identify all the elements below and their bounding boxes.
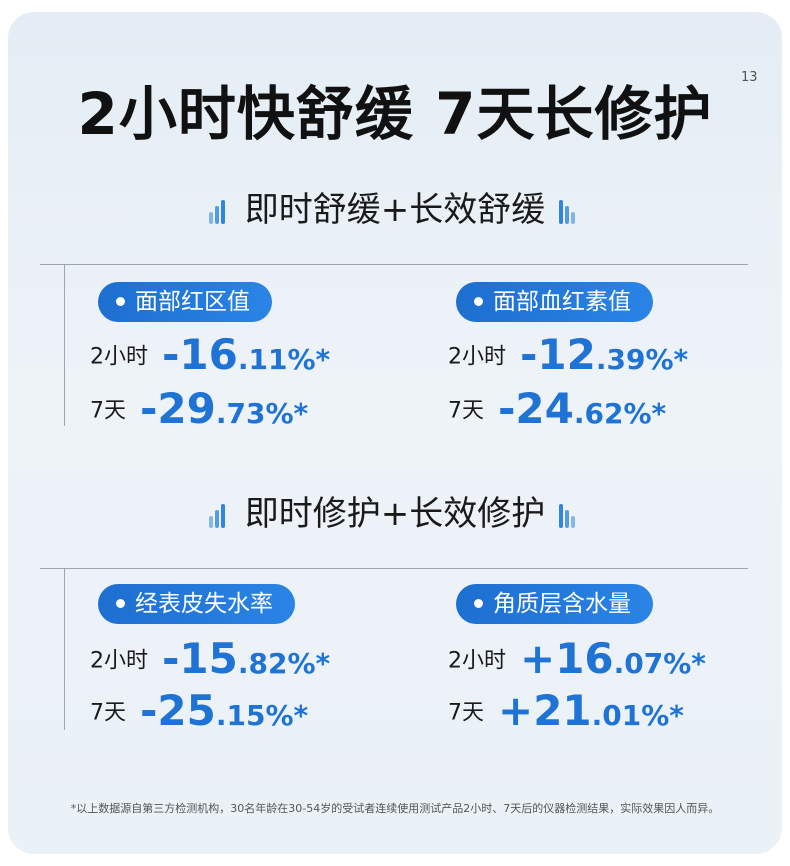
dot-icon xyxy=(474,598,483,608)
divider-vertical-line xyxy=(64,264,65,426)
section-heading-text: 即时修护+长效修护 xyxy=(244,494,546,534)
stat-red-area-2h: 2小时 -16.11%* xyxy=(90,330,331,379)
background-card xyxy=(8,12,782,854)
dot-icon xyxy=(116,296,125,306)
bars-icon xyxy=(559,199,581,224)
page-title: 2小时快舒缓 7天长修护 xyxy=(77,80,713,148)
section-heading-soothe: 即时舒缓+长效舒缓 xyxy=(0,188,790,232)
section-heading-text: 即时舒缓+长效舒缓 xyxy=(244,190,546,230)
stat-tewl-7d: 7天 -25.15%* xyxy=(90,686,309,735)
stat-hydration-7d: 7天 +21.01%* xyxy=(448,686,684,735)
stat-red-area-7d: 7天 -29.73%* xyxy=(90,384,309,433)
divider-line xyxy=(40,568,748,569)
disclaimer-footnote: *以上数据源自第三方检测机构，30名年龄在30-54岁的受试者连续使用测试产品2… xyxy=(70,802,720,815)
title-footnote-marker: 13 xyxy=(741,70,758,85)
stat-heme-2h: 2小时 -12.39%* xyxy=(448,330,689,379)
metric-badge-heme: 面部血红素值 xyxy=(456,282,653,322)
stat-heme-7d: 7天 -24.62%* xyxy=(448,384,667,433)
stat-tewl-2h: 2小时 -15.82%* xyxy=(90,634,331,683)
divider-vertical-line xyxy=(64,568,65,730)
metric-badge-red-area: 面部红区值 xyxy=(98,282,272,322)
bars-icon xyxy=(208,503,231,528)
bars-icon xyxy=(559,503,581,528)
metric-badge-hydration: 角质层含水量 xyxy=(456,584,653,624)
dot-icon xyxy=(474,296,483,306)
section-heading-repair: 即时修护+长效修护 xyxy=(0,492,790,536)
divider-line xyxy=(40,264,748,265)
bars-icon xyxy=(208,199,231,224)
metric-badge-tewl: 经表皮失水率 xyxy=(98,584,295,624)
dot-icon xyxy=(116,598,125,608)
stat-hydration-2h: 2小时 +16.07%* xyxy=(448,634,706,683)
